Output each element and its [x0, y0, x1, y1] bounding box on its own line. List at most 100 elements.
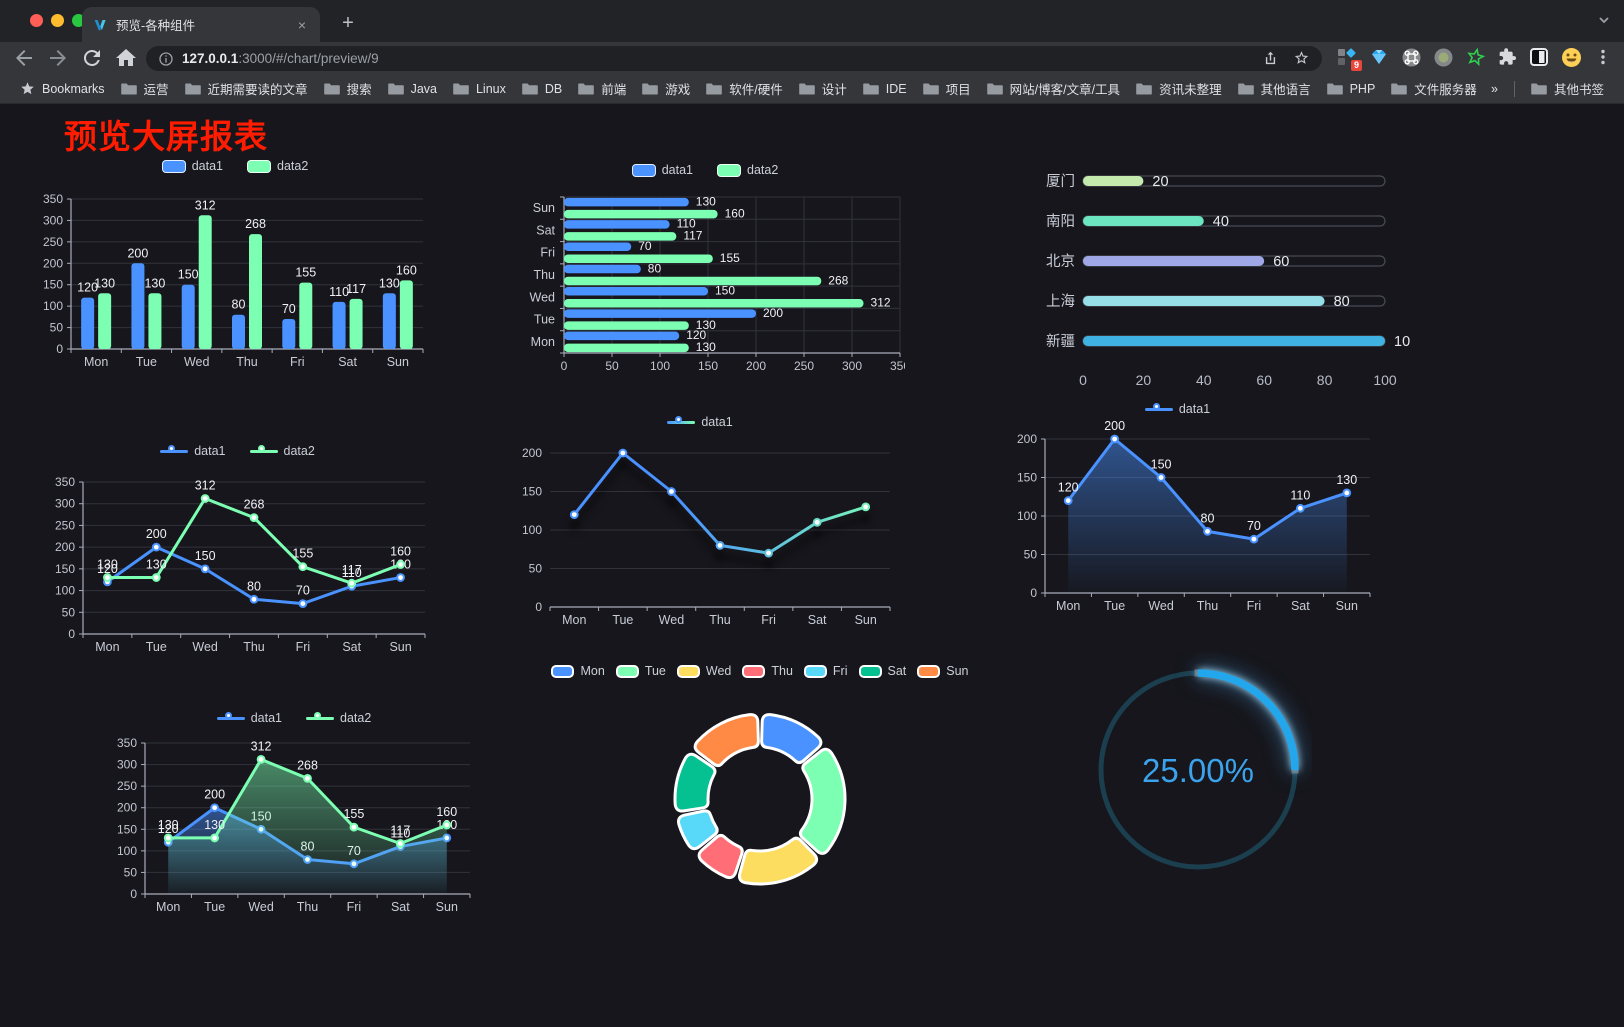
- extension-colorful-icon[interactable]: 9: [1336, 46, 1362, 71]
- hbar-data1-Sun[interactable]: [564, 197, 689, 207]
- bookmark-folder[interactable]: 软件/硬件: [698, 76, 790, 101]
- extensions-puzzle-icon[interactable]: [1496, 46, 1518, 68]
- data-point-data2-Thu[interactable]: [249, 513, 259, 523]
- data-point-data1-Mon[interactable]: [1063, 496, 1073, 505]
- legend-item-data2[interactable]: data2: [247, 159, 308, 173]
- data-point-data1-Sun[interactable]: [1342, 488, 1352, 498]
- bookmark-folder[interactable]: Linux: [445, 79, 514, 99]
- bookmark-folder[interactable]: IDE: [855, 79, 915, 99]
- hbar-data1-Sat[interactable]: [564, 220, 670, 229]
- data-point-data1-Tue[interactable]: [1110, 434, 1120, 444]
- site-info-icon[interactable]: [158, 51, 174, 67]
- extension-circle-icon[interactable]: [1432, 46, 1454, 68]
- data-point-data2-Mon[interactable]: [163, 833, 173, 843]
- data-point-data2-Wed[interactable]: [200, 494, 210, 503]
- bookmark-folder[interactable]: 资讯未整理: [1128, 76, 1230, 101]
- data-point-data2-Thu[interactable]: [303, 773, 312, 783]
- hbar-data2-Sat[interactable]: [564, 232, 677, 241]
- home-icon[interactable]: [114, 46, 138, 70]
- data-point-data1-Tue[interactable]: [210, 803, 220, 813]
- bar-data1-Mon[interactable]: [81, 297, 95, 349]
- extension-darkmode-icon[interactable]: [1528, 46, 1550, 68]
- bookmark-folder[interactable]: 网站/博客/文章/工具: [979, 76, 1128, 101]
- bookmark-folder[interactable]: 项目: [915, 76, 979, 101]
- extension-gem-icon[interactable]: [1368, 46, 1390, 68]
- bookmark-folder[interactable]: 运营: [113, 76, 177, 101]
- legend-item-data1[interactable]: data1: [160, 444, 226, 458]
- bar-data2-Mon[interactable]: [98, 293, 112, 349]
- hbar-data1-Thu[interactable]: [564, 264, 641, 274]
- bar-data1-Sun[interactable]: [382, 293, 396, 349]
- bookmark-folder[interactable]: 文件服务器: [1383, 76, 1483, 101]
- hbar-data2-Wed[interactable]: [564, 299, 864, 308]
- pie-slice-Wed[interactable]: [737, 836, 819, 886]
- extension-emoji-icon[interactable]: [1560, 46, 1582, 68]
- bar-data1-Sat[interactable]: [332, 301, 346, 349]
- data-point-data1-Sun[interactable]: [396, 573, 405, 582]
- bookmark-folder[interactable]: 游戏: [634, 76, 698, 101]
- hbar-data2-Thu[interactable]: [564, 276, 822, 286]
- data-point-data1-Wed[interactable]: [667, 487, 676, 496]
- close-button[interactable]: [30, 14, 43, 27]
- hbar-data2-Mon[interactable]: [564, 343, 689, 353]
- data-point-data1-Tue[interactable]: [151, 542, 161, 552]
- pie-slice-Tue[interactable]: [798, 747, 847, 855]
- bar-data1-Tue[interactable]: [131, 263, 145, 349]
- tab-close-icon[interactable]: ×: [297, 16, 306, 33]
- data-point-data1-Fri[interactable]: [298, 599, 308, 609]
- legend-item-data1[interactable]: data1: [161, 159, 223, 173]
- legend-item-Thu[interactable]: Thu: [742, 664, 793, 678]
- legend-item-data1[interactable]: data1: [216, 711, 282, 725]
- progress-fill-新疆[interactable]: [1083, 336, 1385, 346]
- legend-item-Fri[interactable]: Fri: [803, 664, 848, 678]
- data-point-data1-Fri[interactable]: [764, 548, 773, 558]
- bar-data2-Sun[interactable]: [399, 280, 413, 349]
- legend-item-data1[interactable]: data1: [1144, 402, 1210, 416]
- data-point-data1-Thu[interactable]: [715, 541, 725, 550]
- legend-item-data2[interactable]: data2: [717, 163, 778, 177]
- progress-fill-北京[interactable]: [1083, 256, 1265, 266]
- legend-item-data1[interactable]: data1: [667, 415, 733, 429]
- data-point-data2-Sat[interactable]: [395, 839, 405, 848]
- hbar-data2-Tue[interactable]: [564, 321, 689, 330]
- bar-data2-Fri[interactable]: [299, 282, 313, 349]
- browser-menu-icon[interactable]: [1592, 46, 1614, 68]
- pie-slice-Mon[interactable]: [760, 713, 823, 765]
- bookmark-folder[interactable]: 设计: [791, 76, 855, 101]
- bar-data2-Wed[interactable]: [198, 215, 212, 349]
- data-point-data2-Fri[interactable]: [298, 562, 308, 572]
- bookmark-folder[interactable]: 搜索: [316, 76, 380, 101]
- pie-slice-Fri[interactable]: [677, 809, 719, 851]
- progress-fill-南阳[interactable]: [1083, 216, 1204, 226]
- url-bar[interactable]: 127.0.0.1:3000/#/chart/preview/9: [146, 46, 1322, 71]
- minimize-button[interactable]: [51, 14, 64, 27]
- other-bookmarks-button[interactable]: 其他书签: [1523, 76, 1612, 101]
- hbar-data1-Mon[interactable]: [564, 331, 680, 341]
- data-point-data1-Tue[interactable]: [618, 448, 628, 458]
- legend-item-Sat[interactable]: Sat: [858, 664, 906, 678]
- hbar-data1-Tue[interactable]: [564, 309, 756, 318]
- legend-item-data2[interactable]: data2: [249, 444, 315, 458]
- bookmark-folder[interactable]: 其他语言: [1230, 76, 1319, 101]
- bookmark-star-icon[interactable]: [1293, 50, 1310, 67]
- data-point-data1-Thu[interactable]: [1203, 527, 1212, 536]
- hbar-data2-Fri[interactable]: [564, 254, 713, 263]
- bookmark-folder[interactable]: DB: [514, 79, 570, 99]
- legend-item-data1[interactable]: data1: [631, 163, 693, 177]
- legend-item-Mon[interactable]: Mon: [551, 664, 605, 678]
- legend-item-Wed[interactable]: Wed: [676, 664, 731, 678]
- data-point-data2-Sat[interactable]: [347, 578, 357, 588]
- share-icon[interactable]: [1262, 50, 1279, 67]
- data-point-data1-Mon[interactable]: [569, 510, 579, 519]
- bookmark-folder[interactable]: 前端: [570, 76, 634, 101]
- bar-data1-Fri[interactable]: [282, 319, 296, 349]
- data-point-data1-Thu[interactable]: [249, 594, 259, 604]
- pie-slice-Sun[interactable]: [693, 713, 760, 768]
- data-point-data2-Sun[interactable]: [442, 820, 452, 830]
- bookmarks-manager[interactable]: Bookmarks: [12, 78, 113, 99]
- data-point-data2-Fri[interactable]: [349, 822, 359, 832]
- data-point-data2-Tue[interactable]: [151, 573, 161, 582]
- data-point-data1-Wed[interactable]: [1156, 473, 1166, 482]
- data-point-data1-Sat[interactable]: [1295, 503, 1305, 513]
- pie-slice-Sat[interactable]: [673, 752, 717, 813]
